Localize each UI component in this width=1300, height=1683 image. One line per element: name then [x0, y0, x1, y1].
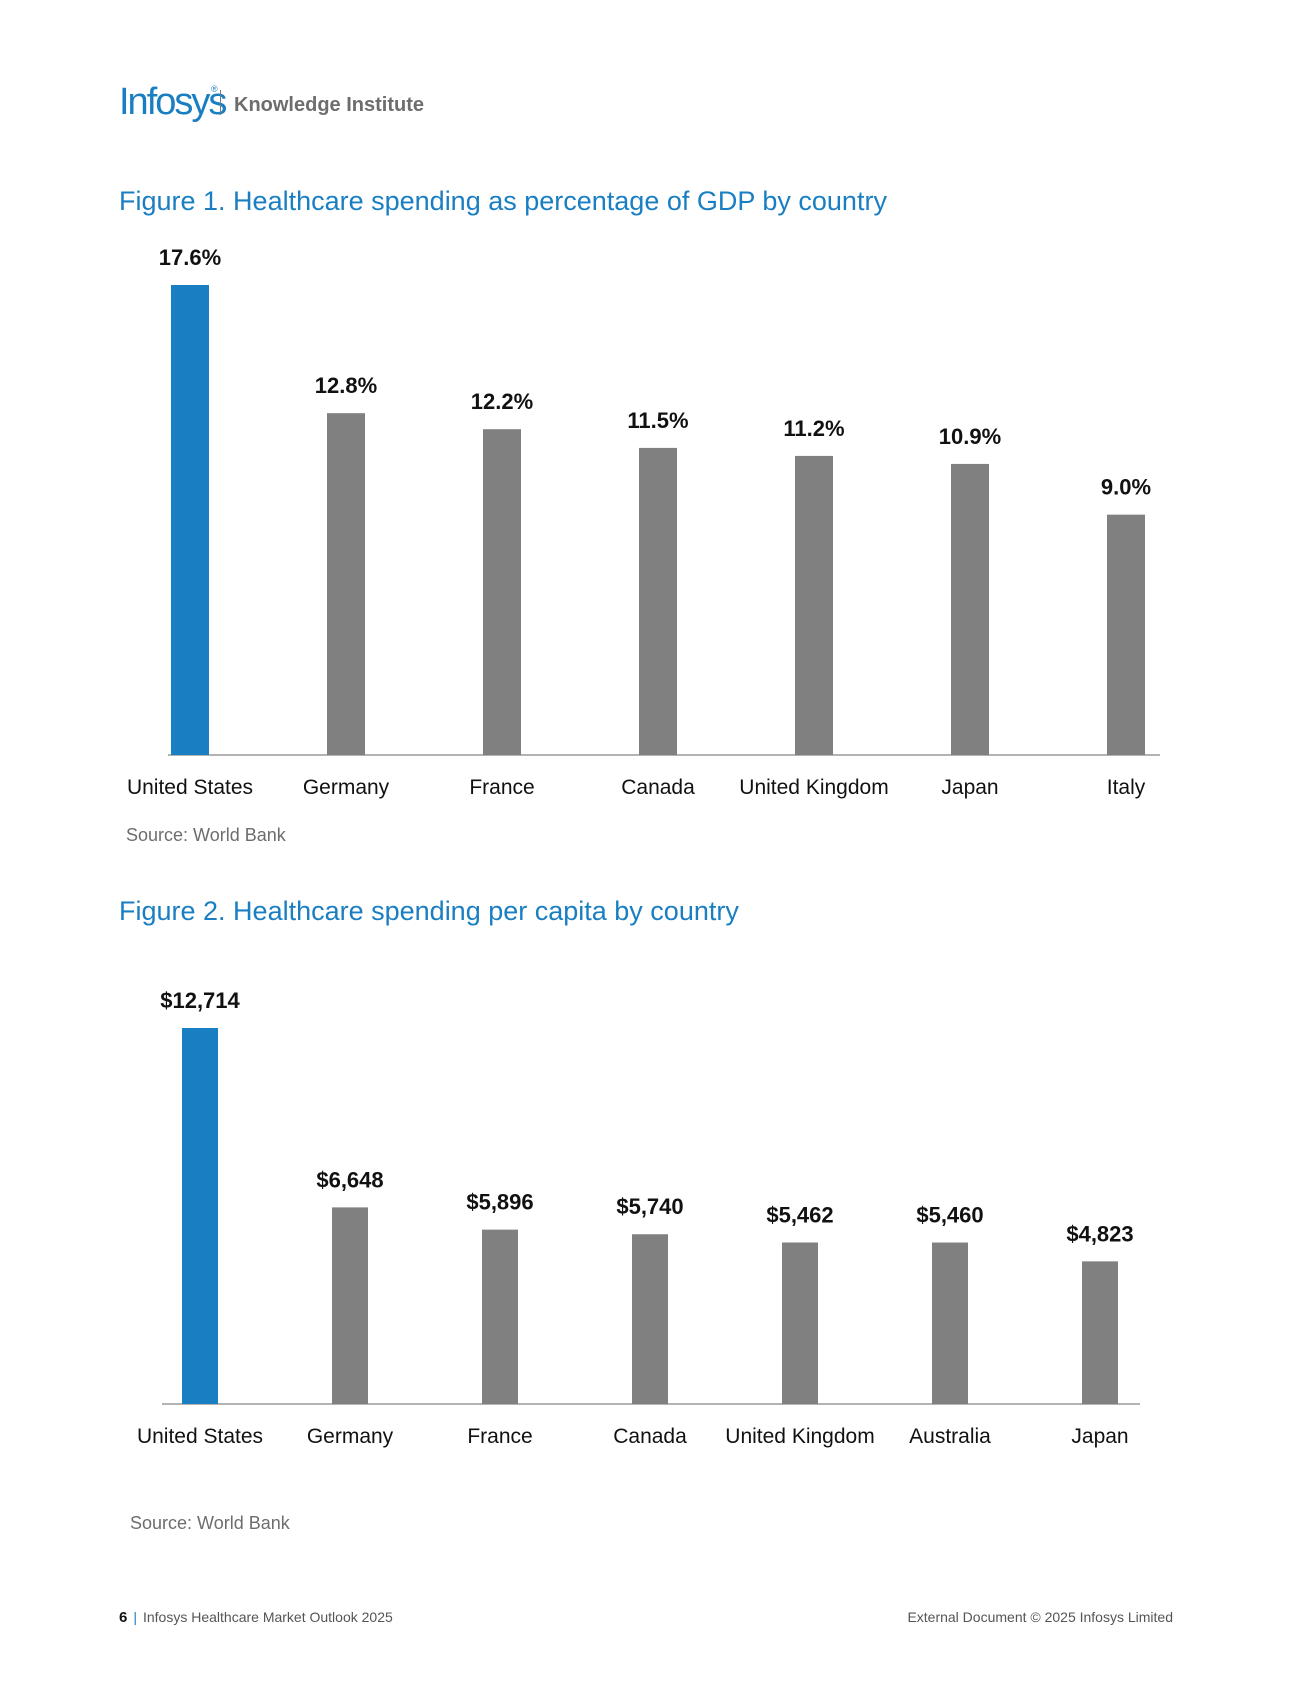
value-label: 12.8%	[315, 373, 377, 398]
bar-france	[483, 429, 521, 755]
value-label: $12,714	[160, 988, 240, 1013]
category-label: Germany	[307, 1425, 394, 1448]
category-label: United Kingdom	[739, 776, 888, 799]
bar-united-kingdom	[782, 1242, 818, 1404]
category-label: United Kingdom	[725, 1425, 874, 1448]
figure-1-title: Figure 1. Healthcare spending as percent…	[119, 186, 887, 216]
value-label: $5,740	[616, 1194, 683, 1219]
category-label: United States	[137, 1425, 263, 1448]
figure-2-chart: $12,714 United States $6,648 Germany $5,896 F…	[137, 988, 1140, 1448]
value-label: 17.6%	[159, 245, 221, 270]
category-label: Australia	[909, 1425, 991, 1448]
footer-left: 6 | Infosys Healthcare Market Outlook 2025	[119, 1609, 393, 1626]
bar-united-states	[171, 285, 209, 755]
category-label: Canada	[621, 776, 695, 799]
category-label: Japan	[1071, 1425, 1128, 1448]
value-label: $5,460	[916, 1203, 983, 1228]
category-label: Germany	[303, 776, 390, 799]
page-number: 6	[119, 1609, 128, 1626]
bar-canada	[639, 447, 677, 755]
figure-1-chart: 17.6% United States 12.8% Germany 12.2% Franc…	[127, 245, 1160, 799]
bar-japan	[1082, 1261, 1118, 1404]
value-label: $4,823	[1066, 1221, 1133, 1246]
value-label: $5,896	[466, 1190, 533, 1215]
bar-japan	[951, 463, 989, 755]
footer-doc-title: Infosys Healthcare Market Outlook 2025	[142, 1609, 393, 1625]
value-label: 12.2%	[471, 389, 533, 414]
footer-separator: |	[133, 1609, 137, 1625]
infosys-logo: Infosys	[119, 81, 227, 123]
bar-canada	[632, 1234, 668, 1404]
category-label: France	[469, 776, 534, 799]
bar-italy	[1107, 514, 1145, 755]
value-label: 11.2%	[783, 416, 844, 441]
category-label: France	[467, 1425, 532, 1448]
figure-2-source: Source: World Bank	[130, 1513, 290, 1533]
value-label: 9.0%	[1101, 475, 1151, 500]
bar-united-states	[182, 1028, 218, 1404]
category-label: United States	[127, 776, 253, 799]
figure-1-source: Source: World Bank	[126, 825, 286, 845]
bar-united-kingdom	[795, 455, 833, 755]
bar-germany	[332, 1207, 368, 1404]
bar-australia	[932, 1242, 968, 1404]
registered-mark: ®	[211, 84, 218, 94]
category-label: Canada	[613, 1425, 687, 1448]
category-label: Italy	[1107, 776, 1146, 799]
bar-france	[482, 1229, 518, 1404]
header-subtitle: Knowledge Institute	[234, 94, 424, 116]
header-divider	[220, 90, 221, 115]
figure-2-title: Figure 2. Healthcare spending per capita…	[119, 896, 739, 926]
value-label: 10.9%	[939, 424, 1001, 449]
value-label: 11.5%	[627, 408, 688, 433]
value-label: $6,648	[316, 1167, 383, 1192]
value-label: $5,462	[766, 1202, 833, 1227]
footer-copyright: External Document © 2025 Infosys Limited	[907, 1609, 1173, 1625]
category-label: Japan	[941, 776, 998, 799]
bar-germany	[327, 413, 365, 755]
